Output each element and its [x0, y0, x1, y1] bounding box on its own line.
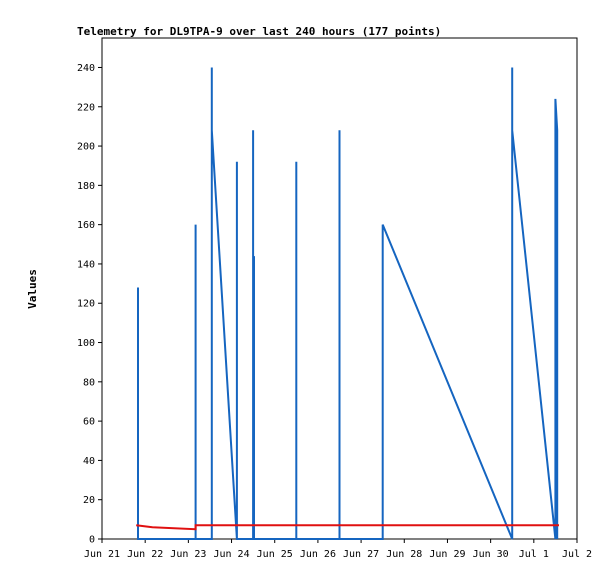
- x-tick-label: Jun 26: [300, 549, 336, 560]
- y-axis-label: Values: [26, 269, 39, 309]
- y-tick-label: 0: [89, 535, 95, 546]
- x-tick-label: Jun 30: [473, 549, 509, 560]
- y-tick-label: 80: [83, 377, 95, 388]
- series-layer: [136, 67, 559, 540]
- x-tick-label: Jun 28: [386, 549, 422, 560]
- x-tick-label: Jul 1: [519, 549, 549, 560]
- x-tick-label: Jun 24: [213, 549, 249, 560]
- y-tick-label: 40: [83, 456, 95, 467]
- y-tick-label: 180: [77, 181, 95, 192]
- x-tick-label: Jul 2: [562, 549, 592, 560]
- y-tick-label: 120: [77, 299, 95, 310]
- x-tick-label: Jun 27: [343, 549, 379, 560]
- y-tick-label: 160: [77, 220, 95, 231]
- series-line-2: [136, 524, 559, 531]
- x-tick-label: Jun 23: [170, 549, 206, 560]
- series-line-1: [137, 67, 559, 540]
- y-tick-label: 200: [77, 142, 95, 153]
- x-tick-label: Jun 29: [429, 549, 465, 560]
- y-tick-label: 60: [83, 417, 95, 428]
- x-tick-label: Jun 25: [257, 549, 293, 560]
- y-tick-label: 140: [77, 259, 95, 270]
- y-tick-label: 100: [77, 338, 95, 349]
- y-tick-label: 240: [77, 63, 95, 74]
- x-tick-label: Jun 22: [127, 549, 163, 560]
- x-axis: Jun 21 Jun 22 Jun 23 Jun 24 Jun 25 Jun 26 Jun …: [84, 539, 592, 560]
- chart-title: Telemetry for DL9TPA-9 over last 240 hou…: [77, 25, 441, 38]
- y-tick-label: 220: [77, 102, 95, 113]
- y-tick-label: 20: [83, 495, 95, 506]
- x-tick-label: Jun 21: [84, 549, 120, 560]
- y-axis: 0 20 40 60 80 100 120 140 160 180 200 220 240: [77, 63, 102, 546]
